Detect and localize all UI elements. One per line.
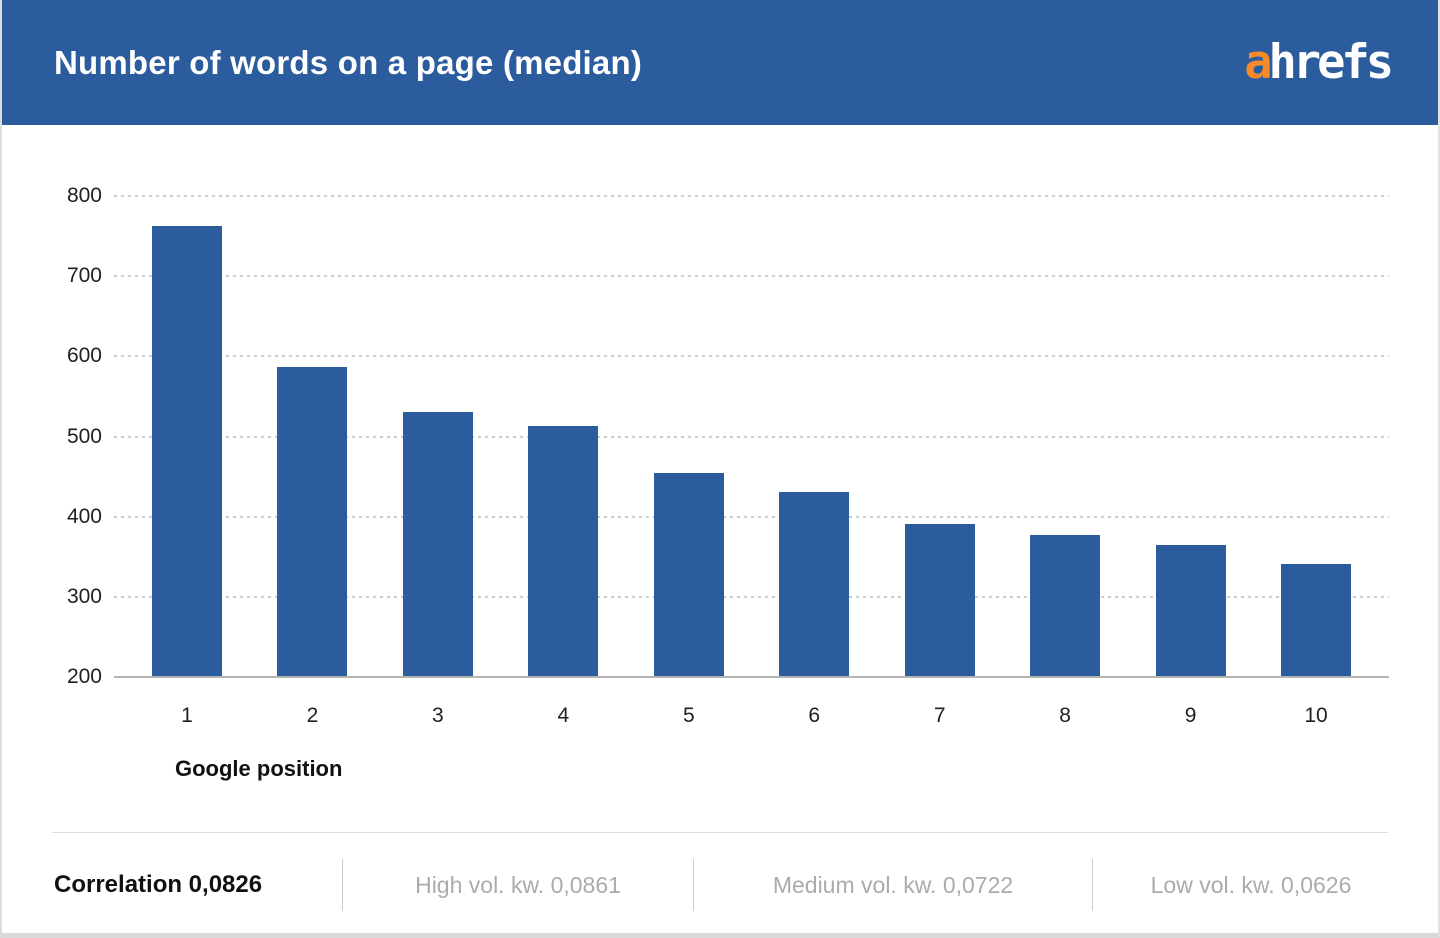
x-axis-title: Google position — [175, 756, 343, 781]
gridline-400 — [114, 515, 1389, 518]
bar-position-5 — [653, 473, 724, 676]
footer-divider — [52, 832, 1388, 833]
x-axis-baseline — [114, 676, 1389, 678]
x-axis-tick-label: 2 — [306, 704, 319, 727]
gridline-500 — [114, 435, 1389, 438]
bar-position-7 — [904, 523, 975, 676]
footer-separator — [342, 859, 343, 911]
footer: Correlation 0,0826 High vol. kw. 0,0861 … — [2, 856, 1438, 914]
x-axis-tick-label: 1 — [181, 704, 193, 727]
bar-position-6 — [779, 491, 850, 676]
low-volume-correlation: Low vol. kw. 0,0626 — [1150, 871, 1352, 898]
bar-position-10 — [1281, 563, 1352, 676]
gridline-300 — [114, 595, 1389, 598]
ahrefs-logo-a: a — [1244, 35, 1272, 90]
chart-header: Number of words on a page (median) ahref… — [2, 0, 1438, 125]
x-axis-tick-label: 10 — [1304, 704, 1328, 727]
x-axis-tick-label: 3 — [432, 704, 444, 727]
bar-position-4 — [528, 426, 599, 676]
bar-position-8 — [1030, 535, 1101, 676]
bar-position-1 — [152, 226, 222, 676]
ahrefs-logo: ahrefs — [1244, 39, 1394, 86]
chart-title: Number of words on a page (median) — [54, 43, 643, 81]
gridline-600 — [114, 355, 1389, 358]
y-axis-tick-label: 700 — [66, 264, 102, 288]
x-axis-tick-label: 7 — [933, 704, 946, 727]
x-axis-tick-label: 4 — [557, 704, 570, 727]
x-axis-tick-label: 6 — [808, 704, 821, 727]
bar-position-9 — [1155, 544, 1226, 676]
y-axis-tick-label: 600 — [66, 344, 102, 368]
footer-separator — [693, 859, 694, 911]
bar-position-3 — [402, 411, 473, 676]
ahrefs-logo-hrefs: hrefs — [1268, 35, 1395, 90]
x-axis-tick-label: 5 — [682, 704, 695, 727]
y-axis-tick-label: 200 — [66, 665, 102, 688]
y-axis-tick-label: 500 — [66, 424, 102, 448]
x-axis-tick-label: 9 — [1184, 704, 1197, 727]
bar-position-2 — [277, 366, 348, 676]
medium-volume-correlation: Medium vol. kw. 0,0722 — [772, 871, 1014, 898]
y-axis-tick-label: 400 — [66, 504, 102, 528]
x-axis-tick-label: 8 — [1059, 704, 1071, 727]
gridline-800 — [114, 195, 1389, 197]
footer-separator — [1092, 859, 1093, 911]
y-axis-tick-label: 800 — [66, 184, 102, 207]
y-axis-tick-label: 300 — [66, 584, 102, 608]
gridline-700 — [114, 275, 1389, 278]
high-volume-correlation: High vol. kw. 0,0861 — [415, 871, 621, 898]
correlation-value: Correlation 0,0826 — [54, 871, 263, 898]
